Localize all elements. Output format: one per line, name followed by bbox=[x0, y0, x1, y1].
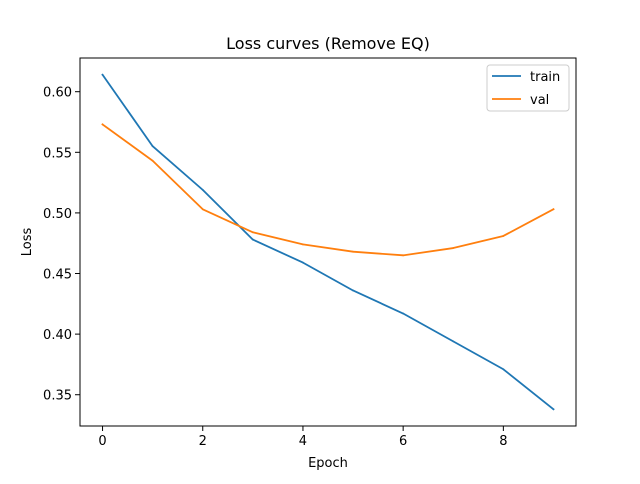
val-point bbox=[151, 159, 154, 162]
train-point bbox=[452, 340, 455, 343]
y-tick-label: 0.35 bbox=[43, 389, 72, 404]
x-tick-label: 0 bbox=[98, 434, 106, 449]
x-tick-label: 8 bbox=[499, 434, 507, 449]
y-tick-label: 0.45 bbox=[43, 268, 72, 283]
y-tick-label: 0.55 bbox=[43, 146, 72, 161]
val-point bbox=[452, 247, 455, 249]
val-point bbox=[251, 231, 254, 234]
val-point bbox=[402, 254, 405, 257]
x-axis-label: Epoch bbox=[308, 456, 348, 471]
y-axis-label: Loss bbox=[20, 228, 35, 257]
plot-frame bbox=[79, 57, 577, 427]
val-point bbox=[101, 123, 104, 126]
val-point bbox=[552, 208, 555, 211]
train-point bbox=[201, 188, 204, 191]
train-point bbox=[402, 312, 405, 315]
train-point bbox=[302, 261, 304, 264]
x-tick-label: 4 bbox=[299, 434, 307, 449]
chart-title: Loss curves (Remove EQ) bbox=[226, 34, 430, 53]
x-tick-label: 6 bbox=[399, 434, 407, 449]
train-point bbox=[101, 73, 104, 76]
train-point bbox=[552, 408, 555, 411]
train-point bbox=[151, 145, 154, 148]
val-point bbox=[302, 243, 304, 246]
y-tick-label: 0.50 bbox=[43, 207, 72, 222]
series-layer bbox=[101, 73, 555, 411]
legend-label-train: train bbox=[530, 70, 560, 85]
val-point bbox=[352, 250, 354, 253]
train-line bbox=[101, 73, 555, 411]
train-point bbox=[251, 238, 254, 241]
train-point bbox=[352, 289, 354, 292]
ticks-layer: 0 2 4 6 8 0.35 0.40 0.45 0.50 0.55 0.60 bbox=[43, 86, 507, 449]
y-tick-label: 0.60 bbox=[43, 86, 72, 101]
val-point bbox=[502, 235, 505, 237]
x-tick-label: 2 bbox=[199, 434, 207, 449]
y-tick-label: 0.40 bbox=[43, 328, 72, 343]
legend: train val bbox=[486, 64, 570, 112]
val-line bbox=[101, 123, 555, 257]
train-point bbox=[502, 368, 505, 371]
legend-label-val: val bbox=[530, 93, 549, 108]
val-point bbox=[201, 208, 204, 211]
